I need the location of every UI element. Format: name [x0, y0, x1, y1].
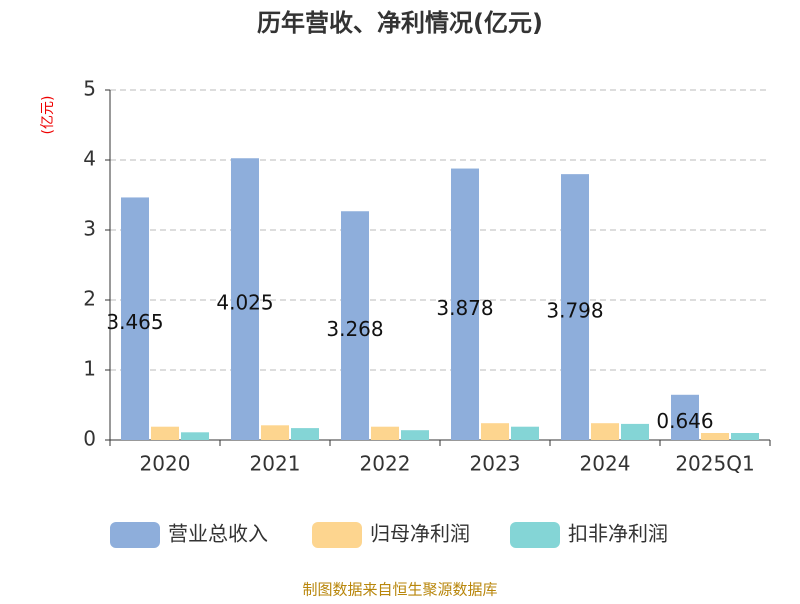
x-tick-label: 2020 — [140, 452, 191, 476]
y-unit: (亿元) — [40, 96, 56, 135]
y-tick-label: 2 — [83, 287, 96, 311]
data-label: 0.646 — [656, 409, 713, 433]
bar — [231, 158, 259, 440]
bar — [591, 423, 619, 440]
bar — [371, 426, 399, 440]
bar — [621, 423, 649, 440]
bar — [731, 433, 759, 440]
bar — [511, 426, 539, 440]
x-tick-label: 2024 — [580, 452, 631, 476]
data-label: 4.025 — [216, 291, 273, 315]
x-tick-label: 2021 — [250, 452, 301, 476]
data-label: 3.268 — [326, 317, 383, 341]
bar — [121, 197, 149, 440]
legend-swatch — [110, 522, 160, 548]
y-tick-label: 3 — [83, 217, 96, 241]
bar — [671, 394, 699, 440]
bar — [261, 425, 289, 440]
y-tick-label: 4 — [83, 147, 96, 171]
bar — [341, 211, 369, 440]
data-label: 3.878 — [436, 296, 493, 320]
x-tick-label: 2023 — [470, 452, 521, 476]
legend-label: 归母净利润 — [370, 522, 470, 546]
bar — [401, 430, 429, 440]
bar — [701, 433, 729, 440]
chart-title: 历年营收、净利情况(亿元) — [257, 9, 543, 37]
y-tick-label: 1 — [83, 357, 96, 381]
y-tick-label: 0 — [83, 427, 96, 451]
bar — [151, 426, 179, 440]
bar — [451, 168, 479, 441]
data-label: 3.465 — [106, 310, 163, 334]
bar — [181, 432, 209, 440]
data-label: 3.798 — [546, 299, 603, 323]
x-tick-label: 2022 — [360, 452, 411, 476]
legend-swatch — [510, 522, 560, 548]
y-tick-label: 5 — [83, 77, 96, 101]
legend-swatch — [312, 522, 362, 548]
bar — [561, 174, 589, 440]
legend-label: 扣非净利润 — [568, 522, 668, 546]
x-tick-label: 2025Q1 — [675, 452, 754, 476]
legend-label: 营业总收入 — [168, 522, 268, 546]
bar — [291, 428, 319, 440]
bar — [481, 423, 509, 440]
source-note: 制图数据来自恒生聚源数据库 — [302, 581, 497, 599]
